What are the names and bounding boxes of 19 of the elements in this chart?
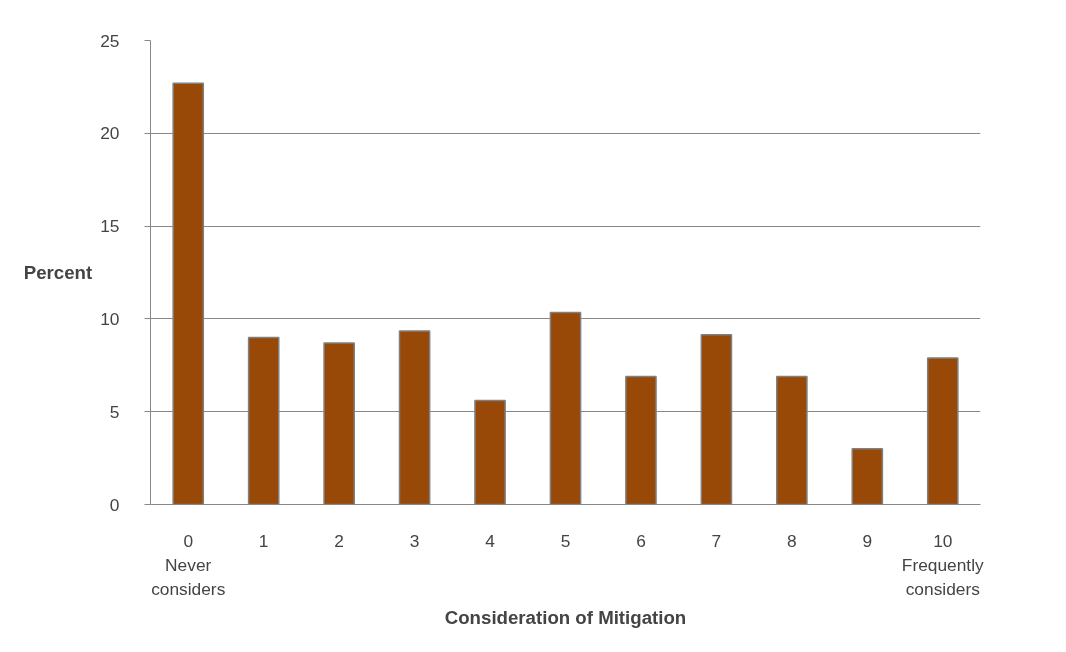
y-axis-title: Percent bbox=[23, 262, 93, 283]
x-tick-label: 0 Never considers bbox=[151, 530, 226, 599]
y-tick-label: 10 bbox=[100, 308, 120, 329]
x-tick-label: 10 Frequently considers bbox=[901, 530, 985, 599]
x-tick-label: 1 bbox=[258, 530, 269, 551]
y-tick-label: 0 bbox=[109, 494, 120, 515]
x-tick-label: 6 bbox=[636, 530, 646, 551]
y-tick-label: 15 bbox=[100, 216, 120, 237]
x-axis-title: Consideration of Mitigation bbox=[444, 606, 687, 628]
y-tick-label: 5 bbox=[109, 401, 120, 422]
x-tick-label: 4 bbox=[485, 530, 496, 551]
x-tick-label: 9 bbox=[862, 530, 873, 551]
x-tick-label: 2 bbox=[334, 530, 344, 551]
y-tick-label: 25 bbox=[100, 30, 120, 51]
x-tick-label: 8 bbox=[787, 530, 797, 551]
x-tick-label: 3 bbox=[409, 530, 420, 551]
y-tick-label: 20 bbox=[100, 123, 120, 144]
x-tick-label: 5 bbox=[560, 530, 571, 551]
x-tick-label: 7 bbox=[711, 530, 722, 551]
